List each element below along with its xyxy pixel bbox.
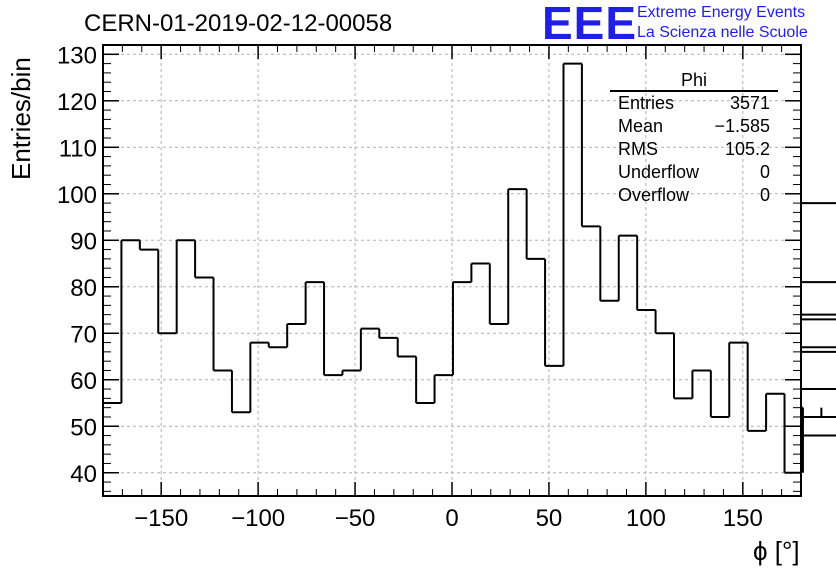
y-axis-label: Entries/bin: [6, 57, 36, 180]
x-tick-label: −100: [231, 505, 285, 532]
plot-frame: [102, 44, 802, 497]
eee-logo: EEE: [542, 0, 638, 49]
y-tick-label: 130: [57, 42, 97, 69]
stats-row-entries: Entries 3571: [610, 92, 778, 115]
stats-row-overflow: Overflow 0: [610, 184, 778, 207]
y-tick-label: 40: [70, 461, 97, 488]
y-tick-label: 90: [70, 228, 97, 255]
stats-value: 0: [759, 185, 770, 205]
y-tick-label: 50: [70, 414, 97, 441]
tick-labels: −150 −100 −50 0 50 100 150 40 50 60 70 80 90 100 110 12…: [57, 42, 763, 532]
y-tick-label: 120: [57, 89, 97, 116]
stats-key: RMS: [618, 139, 658, 159]
stats-key: Mean: [618, 116, 664, 136]
stats-title: Phi: [610, 70, 778, 92]
stats-box: Phi Entries 3571 Mean −1.585 RMS 105.2 U…: [610, 70, 778, 207]
y-tick-label: 70: [70, 321, 97, 348]
x-tick-label: 50: [536, 505, 563, 532]
stats-value: 0: [759, 162, 770, 182]
y-tick-label: 80: [70, 275, 97, 302]
stats-value: 105.2: [724, 139, 770, 159]
logo-line-2: La Scienza nelle Scuole: [637, 24, 808, 41]
x-tick-label: −50: [335, 505, 376, 532]
chart-title: CERN-01-2019-02-12-00058: [84, 10, 393, 37]
x-axis-label: ϕ [°]: [753, 536, 800, 566]
y-tick-label: 100: [57, 182, 97, 209]
stats-key: Entries: [618, 93, 675, 113]
stats-value: 3571: [729, 93, 770, 113]
stats-row-rms: RMS 105.2: [610, 138, 778, 161]
y-tick-label: 60: [70, 368, 97, 395]
logo-line-1: Extreme Energy Events: [637, 4, 806, 21]
x-tick-label: 150: [723, 505, 763, 532]
x-tick-label: 0: [445, 505, 458, 532]
stats-row-mean: Mean −1.585: [610, 115, 778, 138]
x-tick-label: −150: [134, 505, 188, 532]
stats-key: Underflow: [618, 162, 700, 182]
axis-ticks: [102, 44, 802, 496]
y-tick-label: 110: [59, 135, 97, 162]
histogram-bars: [103, 62, 836, 496]
stats-row-underflow: Underflow 0: [610, 161, 778, 184]
stats-key: Overflow: [618, 185, 690, 205]
stats-value: −1.585: [714, 116, 770, 136]
x-tick-label: 100: [626, 505, 666, 532]
